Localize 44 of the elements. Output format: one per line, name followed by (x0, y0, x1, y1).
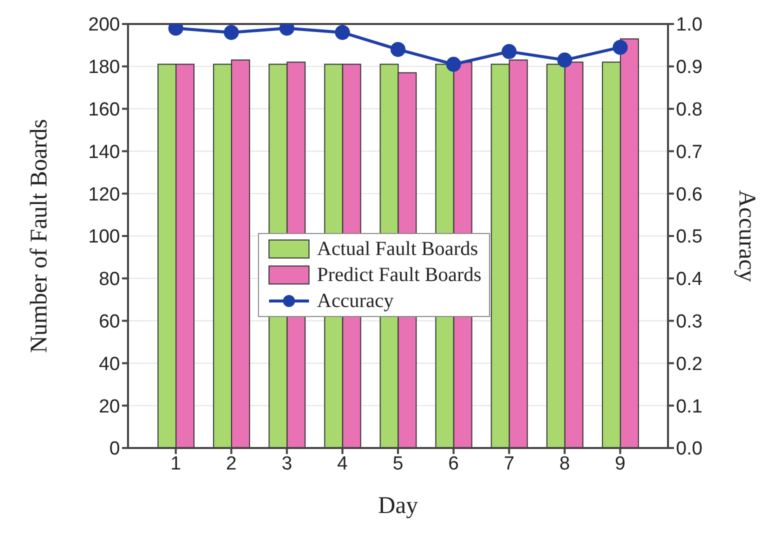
x-tick-label: 6 (448, 453, 459, 474)
y2-tick-label: 0.2 (676, 354, 702, 375)
y2-tick-label: 0.0 (676, 438, 702, 460)
y2-tick-label: 0.6 (676, 184, 702, 206)
legend-label: Accuracy (317, 290, 394, 312)
point (446, 56, 462, 72)
point (334, 24, 350, 40)
legend-label: Actual Fault Boards (317, 238, 478, 260)
y-tick-label: 0 (109, 438, 120, 460)
y-tick-label: 140 (88, 142, 120, 163)
legend-label: Predict Fault Boards (317, 264, 482, 286)
point (557, 52, 572, 68)
x-tick-label: 2 (226, 453, 237, 474)
x-tick-label: 9 (614, 453, 626, 474)
y-tick-label: 20 (98, 396, 120, 418)
x-axis-title: Day (378, 493, 418, 520)
y-axis-title: Number of Fault Boards (26, 119, 53, 353)
x-tick-label: 5 (392, 453, 404, 474)
x-tick-label: 1 (170, 453, 182, 474)
x-tick-label: 8 (559, 453, 570, 474)
y2-axis-title: Accuracy (733, 190, 760, 282)
point (390, 42, 406, 57)
point (502, 44, 517, 60)
y-tick-label: 100 (88, 226, 120, 248)
y2-tick-label: 0.8 (676, 100, 702, 121)
point (224, 24, 239, 40)
y2-tick-label: 0.7 (676, 142, 702, 163)
y-tick-label: 80 (98, 269, 120, 290)
y-tick-label: 40 (98, 354, 120, 375)
y2-tick-label: 0.9 (676, 57, 702, 78)
y2-tick-label: 0.5 (676, 226, 702, 248)
y2-tick-label: 1.0 (676, 14, 702, 36)
y-tick-label: 200 (88, 14, 120, 36)
y2-tick-label: 0.4 (676, 269, 703, 290)
y2-tick-label: 0.1 (676, 396, 702, 418)
y-tick-label: 60 (98, 312, 120, 333)
x-tick-label: 4 (337, 453, 348, 474)
y2-tick-label: 0.3 (676, 312, 702, 333)
x-tick-label: 3 (282, 453, 292, 474)
point (612, 40, 628, 55)
y-tick-label: 160 (88, 100, 120, 121)
y-tick-label: 120 (88, 184, 120, 206)
y-tick-label: 180 (88, 57, 120, 78)
x-tick-label: 7 (504, 453, 514, 474)
